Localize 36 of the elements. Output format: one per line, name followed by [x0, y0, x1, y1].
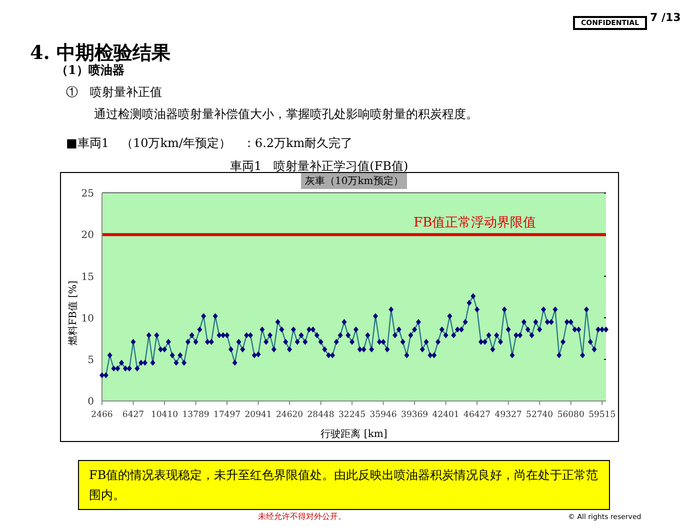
x-tick-label: 56080 — [557, 410, 584, 420]
text: 7 /13 — [650, 11, 681, 24]
x-tick-label: 24620 — [276, 410, 304, 420]
x-tick-label: 17497 — [214, 410, 241, 420]
y-tick-label: 0 — [88, 396, 94, 408]
text: 通过检测喷油器喷射量补偿值大小，掌握喷孔处影响喷射量的积炭程度。 — [94, 106, 478, 123]
chart-subtitle: 灰車（10万km预定） — [301, 173, 408, 189]
ref-line-label: FB值正常浮动界限值 — [414, 216, 536, 231]
y-tick-label: 15 — [81, 272, 94, 283]
text: 未经允许不得对外公开。 — [258, 512, 346, 522]
y-tick-label: 5 — [88, 354, 94, 366]
x-tick-label: 10410 — [150, 410, 178, 420]
x-tick-label: 49327 — [494, 410, 522, 420]
x-tick-label: 46427 — [464, 410, 491, 420]
text: 4. 中期检验结果 — [30, 41, 170, 64]
y-tick-label: 10 — [81, 313, 94, 324]
x-tick-label: 13789 — [182, 410, 210, 420]
x-axis-title: 行驶距离 [km] — [320, 428, 388, 440]
y-axis-title: 燃料FB值 [%] — [66, 280, 80, 346]
text: （1）喷油器 — [56, 62, 124, 79]
y-tick-label: 20 — [81, 230, 94, 242]
chart-title: 車両1 喷射量补正学习值(FB值) — [230, 158, 408, 175]
x-tick-label: 28448 — [307, 410, 334, 420]
text: ■車両1 （10万km/年预定） ：6.2万km耐久完了 — [66, 135, 353, 152]
x-tick-label: 39369 — [401, 410, 428, 420]
x-tick-label: 6427 — [122, 410, 144, 420]
x-tick-label: 2466 — [91, 410, 113, 420]
x-tick-label: 42401 — [432, 410, 460, 420]
x-tick-label: 20941 — [244, 410, 272, 420]
x-tick-label: 35946 — [370, 410, 397, 420]
x-tick-label: 59515 — [588, 410, 616, 420]
x-tick-label: 52740 — [526, 410, 554, 420]
y-tick-label: 25 — [81, 188, 94, 200]
x-tick-label: 32245 — [338, 410, 366, 420]
text: FB值的情况表现稳定，未升至红色界限值处。由此反映出喷油器积炭情况良好，尚在处于正常范围内。 — [78, 460, 610, 510]
text: ① 喷射量补正值 — [66, 84, 162, 101]
